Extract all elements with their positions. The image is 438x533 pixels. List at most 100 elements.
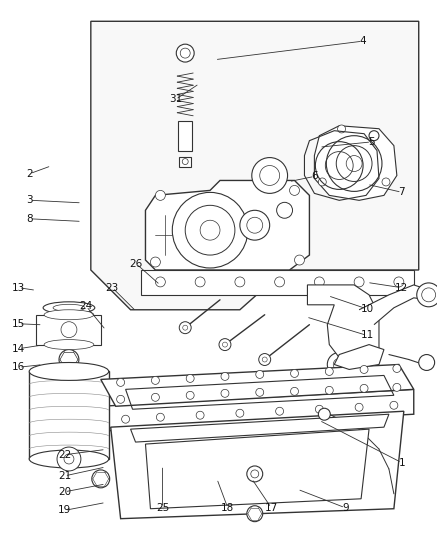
Circle shape bbox=[314, 277, 324, 287]
Circle shape bbox=[152, 393, 159, 401]
Circle shape bbox=[236, 409, 244, 417]
Text: 18: 18 bbox=[221, 503, 234, 513]
Ellipse shape bbox=[53, 304, 85, 311]
Circle shape bbox=[200, 220, 220, 240]
Circle shape bbox=[92, 470, 110, 488]
Circle shape bbox=[336, 146, 372, 181]
Ellipse shape bbox=[44, 340, 94, 350]
Circle shape bbox=[223, 342, 227, 347]
Text: 2: 2 bbox=[26, 169, 33, 179]
Circle shape bbox=[122, 415, 130, 423]
Text: 7: 7 bbox=[399, 187, 405, 197]
Text: 23: 23 bbox=[106, 282, 119, 293]
Text: 17: 17 bbox=[265, 503, 278, 513]
Polygon shape bbox=[29, 372, 109, 459]
Circle shape bbox=[325, 367, 333, 375]
Text: 11: 11 bbox=[360, 330, 374, 341]
Circle shape bbox=[354, 277, 364, 287]
Polygon shape bbox=[145, 429, 369, 508]
Circle shape bbox=[172, 192, 248, 268]
Polygon shape bbox=[307, 285, 379, 361]
Circle shape bbox=[360, 366, 368, 374]
Circle shape bbox=[390, 401, 398, 409]
Ellipse shape bbox=[29, 450, 109, 468]
Circle shape bbox=[393, 383, 401, 391]
Circle shape bbox=[290, 387, 298, 395]
Circle shape bbox=[256, 370, 264, 378]
Text: 1: 1 bbox=[399, 458, 405, 467]
Circle shape bbox=[333, 382, 345, 393]
Circle shape bbox=[155, 277, 165, 287]
Text: 5: 5 bbox=[368, 137, 374, 147]
Circle shape bbox=[290, 369, 298, 377]
Text: 31: 31 bbox=[169, 94, 182, 104]
Text: 22: 22 bbox=[58, 450, 71, 460]
Circle shape bbox=[382, 178, 390, 186]
Circle shape bbox=[369, 131, 379, 141]
Circle shape bbox=[247, 506, 263, 522]
Circle shape bbox=[346, 156, 362, 172]
Circle shape bbox=[150, 257, 160, 267]
Text: 14: 14 bbox=[12, 344, 25, 354]
Circle shape bbox=[152, 376, 159, 384]
Circle shape bbox=[419, 354, 434, 370]
Circle shape bbox=[394, 277, 404, 287]
Text: 10: 10 bbox=[360, 304, 374, 314]
Circle shape bbox=[186, 391, 194, 399]
Circle shape bbox=[59, 350, 79, 369]
Text: 20: 20 bbox=[58, 487, 71, 497]
Ellipse shape bbox=[29, 362, 109, 381]
Polygon shape bbox=[359, 285, 429, 325]
Circle shape bbox=[185, 205, 235, 255]
Circle shape bbox=[327, 352, 351, 376]
Text: 12: 12 bbox=[395, 282, 408, 293]
Circle shape bbox=[393, 365, 401, 373]
Circle shape bbox=[64, 454, 74, 464]
Circle shape bbox=[277, 203, 293, 218]
Text: 6: 6 bbox=[311, 172, 318, 181]
Circle shape bbox=[183, 325, 188, 330]
Text: 4: 4 bbox=[359, 36, 366, 46]
Text: 3: 3 bbox=[26, 195, 33, 205]
Circle shape bbox=[417, 283, 438, 307]
Circle shape bbox=[355, 403, 363, 411]
Circle shape bbox=[262, 357, 267, 362]
Text: 15: 15 bbox=[12, 319, 25, 329]
Text: 24: 24 bbox=[80, 301, 93, 311]
Polygon shape bbox=[111, 411, 404, 519]
Polygon shape bbox=[36, 315, 101, 345]
Circle shape bbox=[252, 158, 288, 193]
Text: 8: 8 bbox=[26, 214, 33, 224]
Ellipse shape bbox=[44, 310, 94, 320]
Polygon shape bbox=[314, 126, 397, 200]
Circle shape bbox=[156, 413, 164, 421]
Circle shape bbox=[196, 411, 204, 419]
Text: 21: 21 bbox=[58, 471, 71, 481]
Circle shape bbox=[117, 395, 124, 403]
Circle shape bbox=[247, 217, 263, 233]
Polygon shape bbox=[91, 21, 419, 310]
Polygon shape bbox=[141, 270, 414, 295]
Circle shape bbox=[61, 322, 77, 337]
Circle shape bbox=[247, 466, 263, 482]
Circle shape bbox=[325, 386, 333, 394]
Circle shape bbox=[219, 338, 231, 351]
Text: 16: 16 bbox=[12, 362, 25, 372]
Polygon shape bbox=[334, 345, 384, 369]
Circle shape bbox=[180, 48, 190, 58]
Circle shape bbox=[221, 373, 229, 381]
Circle shape bbox=[294, 255, 304, 265]
Circle shape bbox=[275, 277, 285, 287]
Circle shape bbox=[240, 211, 270, 240]
Circle shape bbox=[186, 375, 194, 382]
Bar bbox=[178, 121, 192, 151]
Circle shape bbox=[318, 178, 326, 186]
Circle shape bbox=[155, 190, 165, 200]
Text: 19: 19 bbox=[58, 505, 71, 515]
Polygon shape bbox=[101, 389, 414, 431]
Circle shape bbox=[360, 384, 368, 392]
Circle shape bbox=[251, 470, 259, 478]
Ellipse shape bbox=[43, 302, 95, 314]
Circle shape bbox=[290, 185, 300, 196]
Circle shape bbox=[256, 389, 264, 397]
